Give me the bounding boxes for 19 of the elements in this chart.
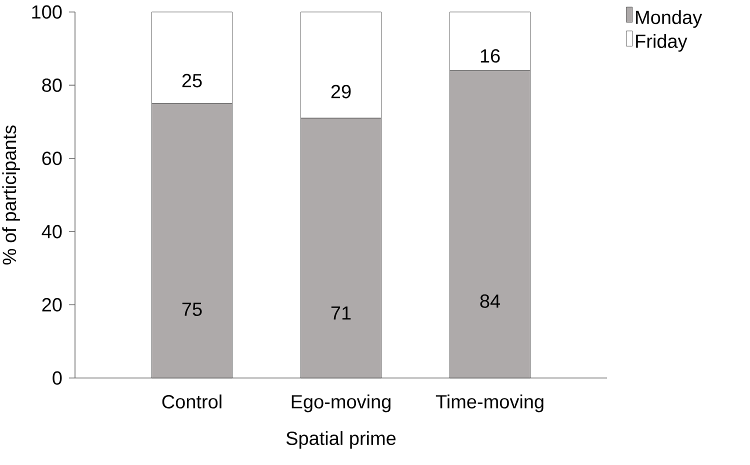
y-axis-title: % of participants (2, 125, 20, 265)
x-tick-label: Time-moving (436, 394, 544, 412)
x-axis-title: Spatial prime (286, 431, 396, 449)
data-label: 29 (331, 84, 351, 98)
legend-label: Monday (636, 10, 702, 28)
data-label: 71 (331, 306, 351, 320)
data-label: 84 (480, 294, 500, 308)
data-label: 25 (182, 74, 202, 88)
y-tick-label: 100 (32, 5, 62, 19)
data-label: 16 (480, 49, 500, 63)
x-tick-label: Ego-moving (292, 394, 390, 412)
legend-label: Friday (636, 34, 688, 52)
data-label: 75 (182, 302, 202, 316)
y-tick-label: 0 (52, 371, 62, 385)
y-tick-label: 60 (42, 152, 62, 166)
y-tick-label: 80 (42, 78, 62, 92)
y-tick-label: 20 (42, 298, 62, 312)
x-tick-label: Control (162, 394, 222, 408)
y-tick-label: 40 (42, 224, 62, 238)
